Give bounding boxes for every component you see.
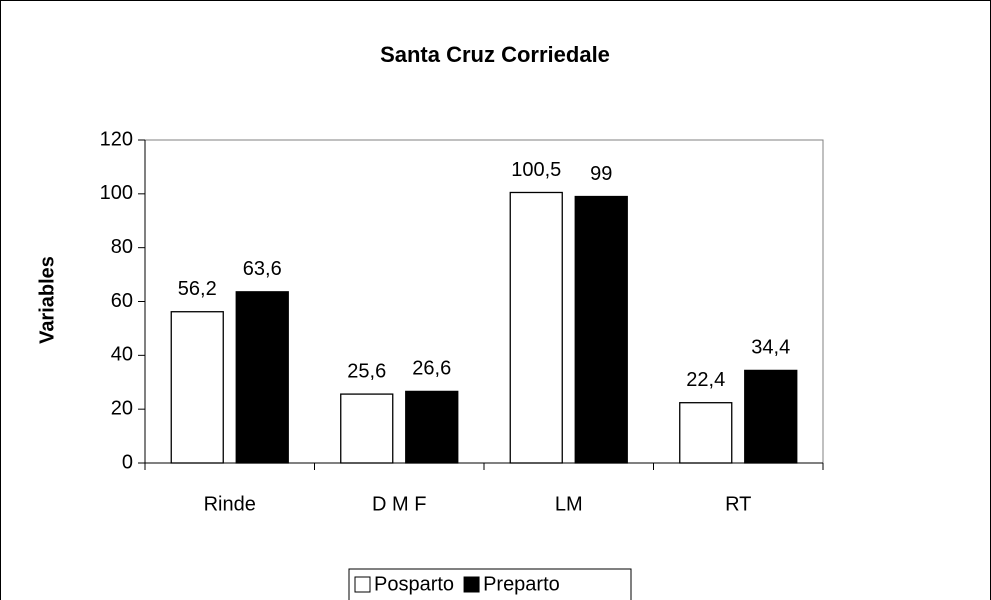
y-tick-label: 80 [111,236,133,258]
bar [574,195,628,464]
bar [679,402,733,464]
data-label: 99 [590,163,612,185]
data-label: 100,5 [511,159,561,181]
bar [235,291,289,464]
x-tick-label: RT [725,493,751,515]
data-label: 25,6 [347,360,386,382]
y-tick-label: 60 [111,290,133,312]
y-tick-label: 40 [111,344,133,366]
data-label: 56,2 [178,278,217,300]
y-axis-label: Variables [36,256,58,344]
y-tick-label: 0 [122,451,133,473]
y-tick-label: 120 [100,128,133,150]
x-tick-label: D M F [372,493,426,515]
y-tick-label: 20 [111,397,133,419]
legend-label: Preparto [483,573,560,595]
x-tick-label: Rinde [204,493,256,515]
bar [744,369,798,464]
bar [340,393,394,464]
legend-box [348,568,632,600]
bar [405,390,459,464]
chart-title: Santa Cruz Corriedale [380,42,610,67]
legend-swatch [463,576,480,593]
bar [170,311,224,464]
legend-swatch [354,576,371,593]
data-label: 22,4 [686,369,725,391]
data-label: 34,4 [751,337,790,359]
y-tick-label: 100 [100,182,133,204]
data-label: 63,6 [243,258,282,280]
x-tick-label: LM [555,493,583,515]
legend-label: Posparto [374,573,454,595]
bar [509,191,563,464]
data-label: 26,6 [412,358,451,380]
